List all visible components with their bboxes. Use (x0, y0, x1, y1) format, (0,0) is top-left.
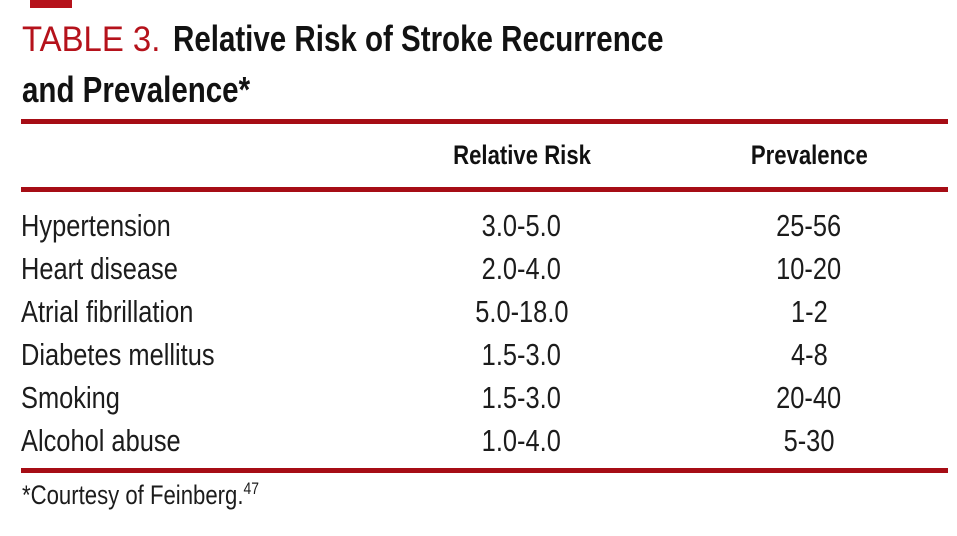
risk-factor-cell: Heart disease (21, 250, 178, 286)
relative-risk-cell: 3.0-5.0 (481, 207, 562, 243)
relative-risk-cell: 1.5-3.0 (481, 336, 562, 372)
table-row: Heart disease 2.0-4.0 10-20 (21, 247, 948, 290)
table-rule-bottom (21, 468, 948, 473)
table-title-line1: TABLE 3. Relative Risk of Stroke Recurren… (22, 14, 771, 65)
table-row: Atrial fibrillation 5.0-18.0 1-2 (21, 290, 948, 333)
prevalence-cell: 20-40 (776, 379, 842, 415)
table-row: Alcohol abuse 1.0-4.0 5-30 (21, 419, 948, 462)
risk-factor-cell: Atrial fibrillation (21, 293, 194, 329)
prevalence-cell: 25-56 (776, 207, 842, 243)
spacer-row (21, 187, 948, 204)
risk-table: Relative Risk Prevalence Hypertension 3.… (21, 124, 948, 462)
relative-risk-cell: 2.0-4.0 (481, 250, 562, 286)
relative-risk-cell: 1.5-3.0 (481, 379, 562, 415)
risk-factor-cell: Hypertension (21, 207, 171, 243)
table-title-text: Relative Risk of Stroke Recurrence (173, 18, 664, 59)
risk-factor-cell: Alcohol abuse (21, 422, 181, 458)
footnote-reference-number: 47 (243, 479, 260, 498)
prevalence-cell: 5-30 (783, 422, 835, 458)
column-header-risk-factor (21, 124, 373, 187)
prevalence-cell: 10-20 (776, 250, 842, 286)
table-footnote: *Courtesy of Feinberg.47 (22, 480, 311, 511)
table-row: Hypertension 3.0-5.0 25-56 (21, 204, 948, 247)
table-title: TABLE 3. Relative Risk of Stroke Recurren… (22, 14, 771, 115)
footnote-text: *Courtesy of Feinberg.47 (22, 479, 260, 510)
risk-factor-cell: Smoking (21, 379, 120, 415)
table-title-line2: and Prevalence* (22, 69, 251, 110)
table-row: Smoking 1.5-3.0 20-40 (21, 376, 948, 419)
table-number-label: TABLE 3. (22, 20, 161, 59)
table-rule-under-header (21, 187, 948, 192)
relative-risk-cell: 5.0-18.0 (474, 293, 569, 329)
header-row: Relative Risk Prevalence (21, 124, 948, 187)
table-rule-top (21, 119, 948, 124)
column-header-relative-risk: Relative Risk (452, 140, 591, 170)
prevalence-cell: 4-8 (790, 336, 828, 372)
risk-factor-cell: Diabetes mellitus (21, 336, 215, 372)
relative-risk-cell: 1.0-4.0 (481, 422, 562, 458)
column-header-prevalence: Prevalence (750, 140, 868, 170)
table-row: Diabetes mellitus 1.5-3.0 4-8 (21, 333, 948, 376)
page-edge-red-fragment (30, 0, 72, 8)
prevalence-cell: 1-2 (790, 293, 828, 329)
